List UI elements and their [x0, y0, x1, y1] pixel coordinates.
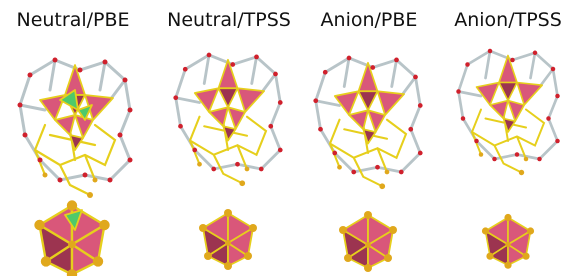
figure: Neutral/PBE Neutral/TPSS Anion/PBE Anion…	[0, 0, 574, 276]
panel-title: Anion/PBE	[321, 9, 418, 31]
panel-title: Neutral/PBE	[16, 9, 129, 31]
structure	[173, 53, 282, 186]
structure-face	[60, 90, 78, 110]
core-structure	[339, 211, 397, 272]
core-structure	[34, 200, 109, 276]
panel-title: Neutral/TPSS	[167, 9, 291, 31]
core-structure	[482, 214, 534, 269]
structure	[18, 58, 133, 199]
structure	[456, 49, 560, 175]
panel-title: Anion/TPSS	[454, 9, 562, 31]
structure	[313, 56, 422, 189]
core-structure	[199, 209, 257, 270]
